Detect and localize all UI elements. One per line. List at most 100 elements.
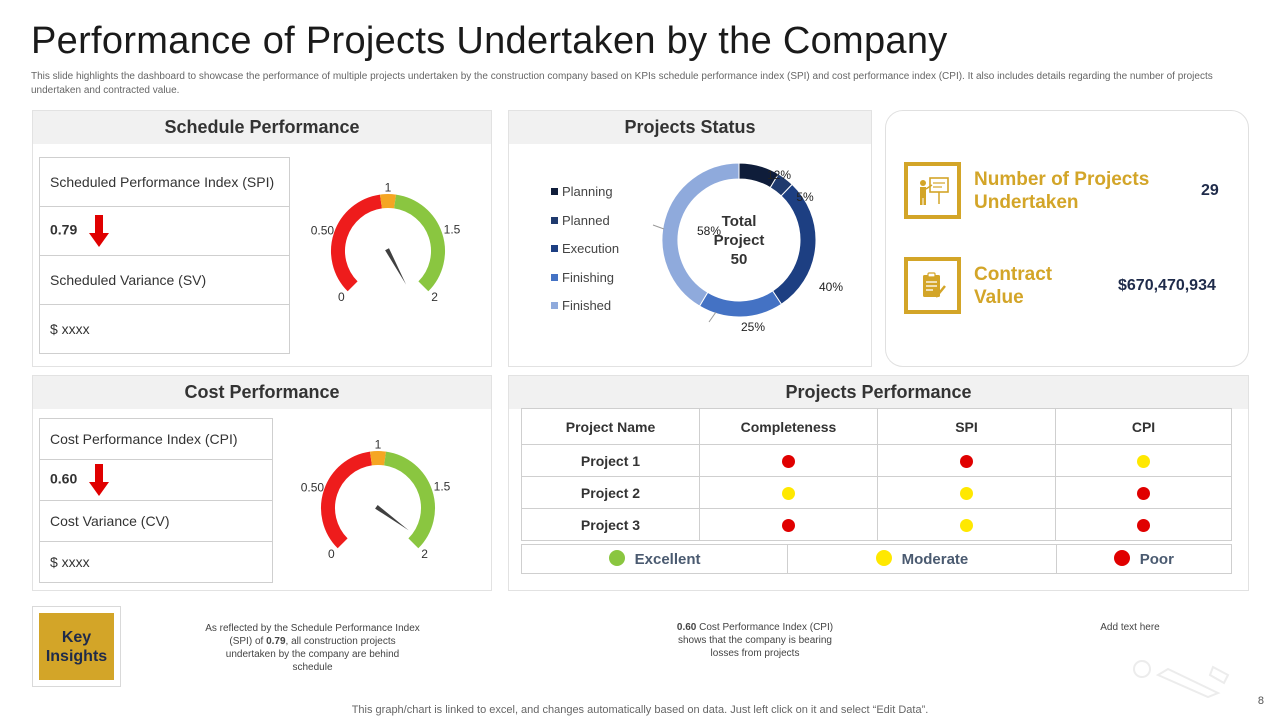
cpi-label: Cost Performance Index (CPI) <box>39 418 273 460</box>
key-insights-label: Key Insights <box>39 613 114 680</box>
status-dot-moderate <box>960 487 973 501</box>
project-name-cell: Project 1 <box>521 444 700 477</box>
page-subtitle: This slide highlights the dashboard to s… <box>31 71 1213 96</box>
status-dot-poor <box>782 455 795 469</box>
projects-status-donut: 12% 5% 40% 25% 58%Total Project 50 <box>652 162 843 334</box>
insight-1-value: 0.79 <box>266 636 286 647</box>
legend-label: Moderate <box>901 551 969 568</box>
cpi-gauge: 0 0.50 1 1.5 2 <box>301 437 451 561</box>
page-title: Performance of Projects Undertaken by th… <box>31 20 948 62</box>
spi-gauge-tick-label: 0.50 <box>311 223 335 237</box>
footer-note: This graph/chart is linked to excel, and… <box>351 704 929 716</box>
status-dot-poor <box>960 455 973 469</box>
project-name-cell: Project 3 <box>521 508 700 541</box>
spi-status-cell <box>877 508 1056 541</box>
legend-item-planned: Planned <box>551 213 610 228</box>
projects-performance-heading: Projects Performance <box>509 376 1248 409</box>
legend-item-finishing: Finishing <box>551 270 614 285</box>
donut-slice-finishing <box>698 290 783 318</box>
construction-tools-icon <box>1133 660 1230 699</box>
insight-2-value: 0.60 <box>676 622 697 633</box>
completeness-status-cell <box>699 476 878 509</box>
projects-performance-table: Project Name Completeness SPI CPI Projec… <box>521 408 1232 541</box>
presentation-board-icon <box>919 176 949 205</box>
status-dot-moderate <box>782 487 795 501</box>
col-spi: SPI <box>877 408 1056 445</box>
legend-label: Finishing <box>562 269 615 285</box>
donut-data-label: 40% <box>819 280 843 294</box>
cpi-status-cell <box>1055 508 1232 541</box>
contract-value-amount: $670,470,934 <box>1118 277 1216 294</box>
insight-1: As reflected by the Schedule Performance… <box>205 622 420 674</box>
legend-swatch <box>551 188 558 195</box>
spi-gauge-tick-label: 1 <box>385 180 392 194</box>
insight-3: Add text here <box>1100 622 1160 633</box>
table-row: Project 3 <box>521 508 1232 541</box>
down-arrow-icon <box>89 464 110 496</box>
cpi-gauge-red-band <box>321 451 373 549</box>
insight-2: 0.60 Cost Performance Index (CPI) shows … <box>665 621 845 660</box>
legend-label: Planned <box>562 212 610 228</box>
schedule-performance-heading: Schedule Performance <box>33 111 491 144</box>
insight-1-text-end: , all construction projects undertaken b… <box>225 636 400 673</box>
donut-center-text: Total <box>722 213 757 230</box>
cpi-status-cell <box>1055 476 1232 509</box>
legend-swatch <box>551 245 558 252</box>
cost-performance-panel: Cost Performance Cost Performance Index … <box>32 375 492 591</box>
donut-data-label: 25% <box>741 320 765 334</box>
spi-gauge-green-band <box>393 194 445 292</box>
contract-value-label: Contract Value <box>974 264 1053 308</box>
performance-legend: Excellent Moderate Poor <box>520 544 1233 574</box>
cpi-gauge-green-band <box>383 451 435 549</box>
cpi-gauge-tick-label: 0.50 <box>301 480 325 494</box>
legend-moderate: Moderate <box>787 544 1057 574</box>
projects-status-heading: Projects Status <box>509 111 871 144</box>
cpi-gauge-tick-label: 1 <box>375 437 382 451</box>
key-insights-box: Key Insights <box>32 606 121 687</box>
legend-dot-poor <box>1113 550 1130 566</box>
projects-undertaken-label: Number of Projects Undertaken <box>974 169 1150 213</box>
project-name-cell: Project 2 <box>521 476 700 509</box>
spi-gauge-needle <box>385 248 407 285</box>
summary-panel: Number of Projects Undertaken 29 Contrac… <box>885 110 1249 367</box>
legend-label: Finished <box>562 298 612 313</box>
sv-value: $ xxxx <box>39 304 290 354</box>
spi-gauge: 0 0.50 1 1.5 2 <box>311 180 461 304</box>
donut-data-label: 12% <box>767 168 791 182</box>
projects-icon-box <box>904 162 961 219</box>
table-row: Project 2 <box>521 476 1232 509</box>
spi-status-cell <box>877 444 1056 477</box>
cost-performance-heading: Cost Performance <box>33 376 491 409</box>
cost-kpi-table: Cost Performance Index (CPI) 0.60 Cost V… <box>39 418 273 583</box>
status-dot-moderate <box>1137 455 1150 469</box>
status-dot-moderate <box>960 519 973 533</box>
cpi-gauge-tick-label: 1.5 <box>434 480 451 494</box>
legend-item-execution: Execution <box>551 241 619 256</box>
cpi-gauge-needle <box>375 505 409 531</box>
cpi-value: 0.60 <box>50 470 78 487</box>
insight-1-text: As reflected by the Schedule Performance… <box>205 623 420 647</box>
spi-status-cell <box>877 476 1056 509</box>
spi-value-cell: 0.79 <box>39 206 290 256</box>
legend-label: Execution <box>562 241 620 256</box>
spi-gauge-tick-label: 2 <box>431 290 438 304</box>
spi-label: Scheduled Performance Index (SPI) <box>39 157 290 207</box>
legend-label: Poor <box>1139 551 1174 568</box>
col-project-name: Project Name <box>521 408 700 445</box>
col-cpi: CPI <box>1055 408 1232 445</box>
cpi-status-cell <box>1055 444 1232 477</box>
contract-document-icon <box>922 271 946 298</box>
down-arrow-icon <box>89 215 110 247</box>
spi-gauge-tick-label: 0 <box>338 290 345 304</box>
cpi-value-cell: 0.60 <box>39 459 273 501</box>
page-number: 8 <box>1257 695 1264 707</box>
status-dot-poor <box>782 519 795 533</box>
donut-slice-finished <box>661 162 740 307</box>
legend-item-finished: Finished <box>551 298 611 313</box>
legend-dot-moderate <box>875 550 892 566</box>
cpi-gauge-tick-label: 2 <box>421 547 428 561</box>
key-label-line2: Insights <box>45 647 108 665</box>
schedule-kpi-table: Scheduled Performance Index (SPI) 0.79 S… <box>39 157 290 354</box>
legend-excellent: Excellent <box>520 544 789 574</box>
status-dot-poor <box>1137 519 1150 533</box>
